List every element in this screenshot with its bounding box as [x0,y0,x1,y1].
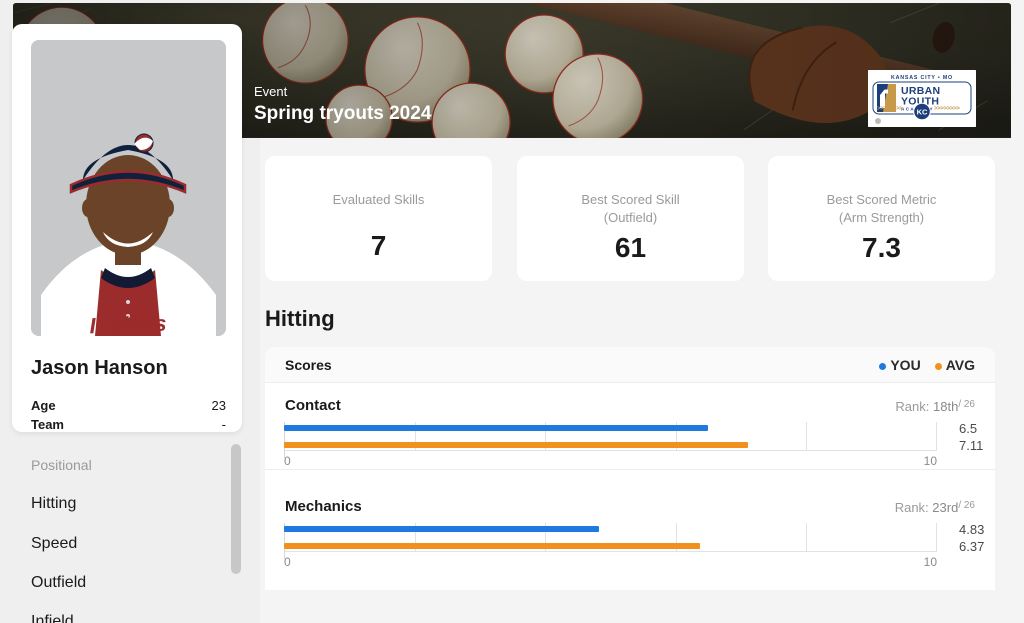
svg-text:>>>>>>>>: >>>>>>>> [877,106,903,112]
svg-text:Indians: Indians [89,311,167,336]
svg-text:KANSAS CITY • MO: KANSAS CITY • MO [891,75,953,81]
svg-text:KC: KC [917,108,928,117]
svg-text:>>>>>>>>: >>>>>>>> [934,106,960,112]
